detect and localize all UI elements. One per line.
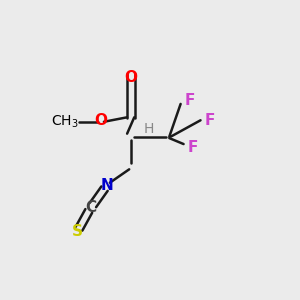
Text: CH$_3$: CH$_3$ [52, 114, 79, 130]
Text: H: H [143, 122, 154, 136]
Text: F: F [204, 113, 214, 128]
Text: C: C [85, 200, 96, 215]
Text: N: N [100, 178, 113, 193]
Text: O: O [124, 70, 137, 85]
Text: S: S [72, 224, 83, 239]
Text: O: O [94, 113, 107, 128]
Text: F: F [184, 94, 195, 109]
Text: F: F [187, 140, 198, 154]
